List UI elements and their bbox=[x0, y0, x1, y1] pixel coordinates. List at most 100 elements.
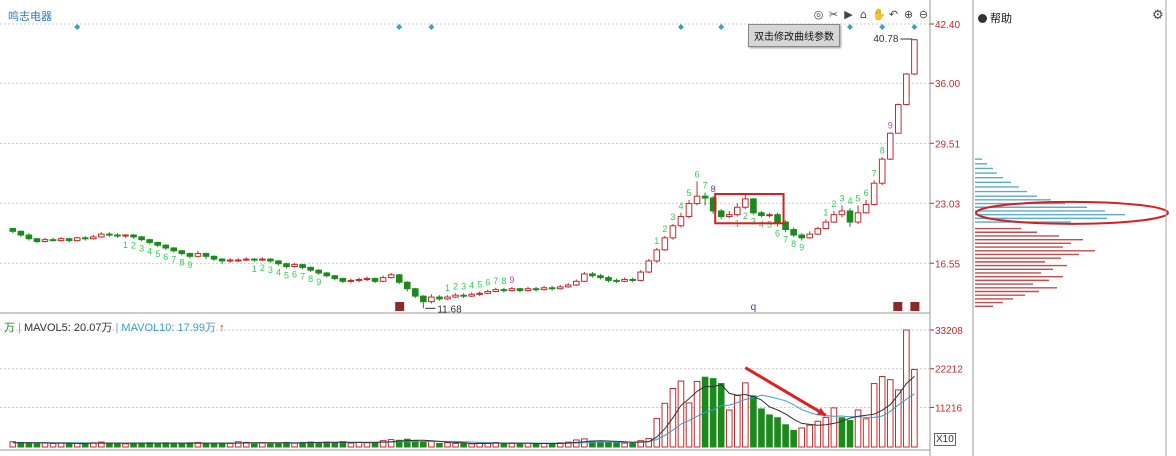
volume-bar[interactable] bbox=[98, 441, 105, 448]
candle[interactable] bbox=[33, 238, 41, 243]
candle[interactable] bbox=[460, 294, 467, 297]
candle[interactable] bbox=[267, 258, 274, 262]
eye-icon[interactable]: ◎ bbox=[813, 8, 824, 21]
candle[interactable] bbox=[210, 255, 218, 260]
candle[interactable] bbox=[412, 288, 419, 297]
candle[interactable] bbox=[226, 259, 234, 262]
vol-axis-unit[interactable]: X10 bbox=[934, 433, 956, 446]
candle[interactable] bbox=[291, 264, 298, 267]
event-diamond-icon[interactable] bbox=[396, 24, 403, 30]
candle[interactable] bbox=[170, 247, 178, 252]
volume-bar[interactable] bbox=[194, 441, 202, 448]
volume-bar[interactable] bbox=[822, 416, 830, 448]
candle[interactable] bbox=[218, 258, 226, 262]
candle[interactable] bbox=[903, 73, 910, 106]
candle[interactable] bbox=[49, 239, 57, 242]
stock-title[interactable]: 鸣志电器 bbox=[8, 11, 52, 23]
candle[interactable] bbox=[589, 273, 596, 277]
candle[interactable] bbox=[911, 39, 918, 75]
candle[interactable] bbox=[822, 221, 830, 230]
candle[interactable] bbox=[138, 236, 145, 241]
event-marker-icon[interactable] bbox=[893, 302, 903, 311]
candle[interactable] bbox=[653, 249, 661, 262]
candle[interactable] bbox=[420, 295, 427, 303]
volume-bar[interactable] bbox=[347, 442, 355, 448]
candle[interactable] bbox=[259, 258, 266, 261]
candle[interactable] bbox=[363, 278, 371, 281]
candle[interactable] bbox=[57, 238, 65, 242]
volume-bar[interactable] bbox=[742, 382, 749, 448]
candle[interactable] bbox=[886, 132, 894, 160]
candle[interactable] bbox=[468, 293, 475, 297]
event-marker-icon[interactable] bbox=[395, 302, 405, 311]
event-diamond-icon[interactable] bbox=[847, 24, 853, 30]
event-diamond-icon[interactable] bbox=[718, 24, 725, 30]
candle[interactable] bbox=[17, 230, 25, 236]
candle[interactable] bbox=[339, 278, 347, 282]
candle[interactable] bbox=[484, 290, 492, 294]
candle[interactable] bbox=[492, 289, 500, 292]
candle[interactable] bbox=[371, 278, 379, 282]
volume-bar[interactable] bbox=[782, 424, 789, 448]
candle[interactable] bbox=[573, 280, 580, 286]
volume-bar[interactable] bbox=[790, 429, 797, 448]
volume-bar[interactable] bbox=[452, 442, 459, 448]
volume-bar[interactable] bbox=[653, 417, 661, 448]
candle[interactable] bbox=[162, 244, 170, 249]
zoom-out-icon[interactable]: ⊖ bbox=[918, 8, 929, 21]
candle[interactable] bbox=[790, 228, 797, 236]
volume-bar[interactable] bbox=[436, 442, 443, 448]
candle[interactable] bbox=[476, 292, 483, 295]
volume-bar[interactable] bbox=[629, 442, 636, 448]
volume-bar[interactable] bbox=[516, 443, 524, 448]
volume-bar[interactable] bbox=[379, 440, 387, 448]
volume-bar[interactable] bbox=[65, 442, 73, 448]
candle[interactable] bbox=[854, 212, 862, 223]
candle[interactable] bbox=[387, 274, 395, 279]
event-diamond-icon[interactable] bbox=[879, 24, 886, 30]
candle[interactable] bbox=[106, 233, 113, 236]
volume-bar[interactable] bbox=[444, 442, 451, 448]
event-marker-icon[interactable] bbox=[910, 302, 920, 311]
candle[interactable] bbox=[323, 272, 331, 277]
volume-bar[interactable] bbox=[170, 442, 178, 448]
volume-bar[interactable] bbox=[862, 418, 870, 448]
candle[interactable] bbox=[275, 260, 282, 265]
lock-icon[interactable]: ⌂ bbox=[860, 8, 867, 21]
volume-bar[interactable] bbox=[709, 378, 717, 448]
candle[interactable] bbox=[395, 274, 403, 283]
event-diamond-icon[interactable] bbox=[911, 24, 918, 30]
volume-bar[interactable] bbox=[903, 329, 910, 448]
volume-bar[interactable] bbox=[154, 442, 161, 448]
candle[interactable] bbox=[564, 284, 572, 288]
volume-bar[interactable] bbox=[138, 442, 145, 448]
volume-bar[interactable] bbox=[717, 383, 725, 448]
candle[interactable] bbox=[452, 294, 459, 298]
candle[interactable] bbox=[629, 278, 636, 281]
candle[interactable] bbox=[98, 233, 105, 238]
volume-bar[interactable] bbox=[275, 442, 282, 448]
candle[interactable] bbox=[846, 210, 854, 223]
candle[interactable] bbox=[114, 234, 121, 237]
candle[interactable] bbox=[299, 264, 306, 268]
volume-bar[interactable] bbox=[532, 443, 540, 448]
candle[interactable] bbox=[122, 234, 129, 237]
candle[interactable] bbox=[315, 269, 322, 274]
volume-bar[interactable] bbox=[291, 442, 298, 448]
candle[interactable] bbox=[613, 279, 620, 282]
volume-bar[interactable] bbox=[403, 438, 411, 448]
candle[interactable] bbox=[516, 288, 524, 292]
volume-bar[interactable] bbox=[693, 380, 701, 448]
volume-bar[interactable] bbox=[766, 414, 773, 448]
candle[interactable] bbox=[637, 271, 645, 281]
volume-bar[interactable] bbox=[234, 441, 242, 448]
candle[interactable] bbox=[605, 277, 612, 281]
volume-bar[interactable] bbox=[226, 442, 234, 448]
candle[interactable] bbox=[436, 296, 443, 300]
candle[interactable] bbox=[379, 277, 387, 282]
candle[interactable] bbox=[25, 234, 33, 240]
candle[interactable] bbox=[597, 275, 604, 279]
candle[interactable] bbox=[41, 239, 49, 243]
hand-icon[interactable]: ✋ bbox=[872, 8, 886, 21]
volume-bar[interactable] bbox=[846, 420, 854, 448]
